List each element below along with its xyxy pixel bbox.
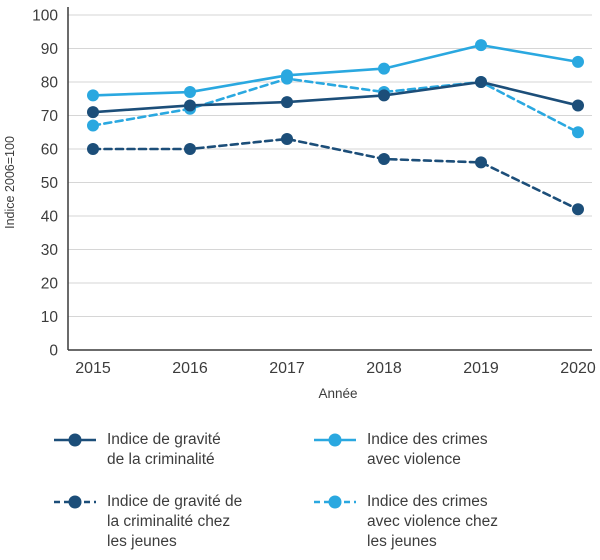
x-tick-label: 2020 bbox=[560, 360, 596, 377]
x-tick-label: 2015 bbox=[75, 360, 111, 377]
x-axis-title: Année bbox=[318, 386, 357, 401]
data-point-marker bbox=[378, 62, 390, 75]
legend-item: Indice de gravité de la criminalité bbox=[52, 430, 310, 470]
y-tick-label: 90 bbox=[41, 41, 59, 58]
x-tick-label: 2019 bbox=[463, 360, 499, 377]
data-point-marker bbox=[475, 39, 487, 52]
chart-legend: Indice de gravité de la criminalité Indice… bbox=[0, 430, 600, 552]
x-tick-label: 2016 bbox=[172, 360, 208, 377]
legend-label: Indice de gravité de la criminalité chez l… bbox=[107, 493, 243, 550]
data-point-marker bbox=[572, 55, 584, 68]
data-point-marker bbox=[87, 143, 99, 155]
data-point-marker bbox=[475, 156, 487, 169]
legend-label: Indice de gravité de la criminalité bbox=[107, 431, 221, 468]
line-chart: 0 10 20 30 40 50 60 70 80 90 100 2015 2016 2017 2018 20… bbox=[3, 7, 596, 401]
legend-item: Indice des crimes avec violence bbox=[312, 430, 600, 470]
data-point-marker bbox=[475, 76, 487, 88]
data-point-marker bbox=[572, 203, 584, 216]
series-line bbox=[91, 137, 580, 211]
legend-marker-icon bbox=[54, 433, 96, 447]
series-line bbox=[91, 80, 580, 114]
y-tick-label: 100 bbox=[32, 8, 58, 25]
legend-label: Indice des crimes avec violence bbox=[367, 431, 488, 468]
chart-plot-area: 0 10 20 30 40 50 60 70 80 90 100 2015 2016 2017 2018 20… bbox=[3, 7, 596, 401]
data-point-marker bbox=[281, 96, 293, 109]
x-tick-label: 2018 bbox=[366, 360, 402, 377]
y-tick-label: 20 bbox=[41, 276, 59, 293]
y-axis-title: Indice 2006=100 bbox=[3, 136, 17, 229]
data-point-marker bbox=[572, 126, 584, 139]
legend-marker-icon bbox=[314, 433, 356, 447]
data-point-marker bbox=[281, 132, 293, 145]
legend-item: Indice de gravité de la criminalité chez l… bbox=[52, 492, 310, 552]
data-point-marker bbox=[87, 89, 99, 102]
series-line bbox=[91, 77, 580, 134]
y-tick-label: 70 bbox=[41, 108, 59, 125]
data-point-marker bbox=[378, 153, 390, 166]
y-tick-label: 40 bbox=[41, 209, 59, 226]
y-tick-label: 60 bbox=[41, 142, 59, 159]
data-point-marker bbox=[184, 143, 196, 155]
data-point-marker bbox=[87, 106, 99, 119]
y-tick-label: 80 bbox=[41, 75, 59, 92]
legend-marker-icon bbox=[314, 495, 356, 509]
y-tick-label: 10 bbox=[41, 309, 59, 326]
y-tick-label: 50 bbox=[41, 175, 59, 192]
legend-label: Indice des crimes avec violence chez les j… bbox=[367, 493, 498, 550]
data-point-marker bbox=[87, 119, 99, 132]
series-line bbox=[91, 43, 580, 97]
data-point-marker bbox=[184, 86, 196, 99]
legend-item: Indice des crimes avec violence chez les j… bbox=[312, 492, 600, 552]
x-tick-label: 2017 bbox=[269, 360, 305, 377]
legend-marker-icon bbox=[54, 495, 96, 509]
y-tick-label: 30 bbox=[41, 242, 59, 259]
data-point-marker bbox=[572, 99, 584, 112]
data-point-marker bbox=[184, 99, 196, 112]
data-point-marker bbox=[378, 89, 390, 102]
y-tick-label: 0 bbox=[49, 343, 58, 360]
data-point-marker bbox=[281, 69, 293, 82]
